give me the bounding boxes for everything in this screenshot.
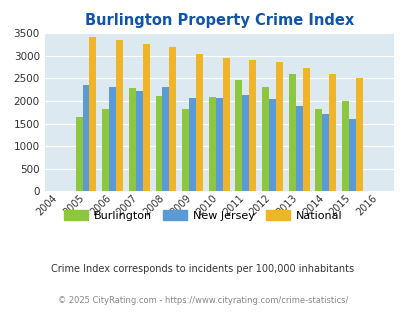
Bar — [262, 87, 269, 191]
Bar — [162, 87, 169, 191]
Bar — [328, 74, 335, 191]
Bar — [341, 101, 348, 191]
Bar — [75, 117, 82, 191]
Bar — [102, 109, 109, 191]
Bar — [136, 91, 143, 191]
Bar — [235, 80, 242, 191]
Bar — [269, 99, 275, 191]
Bar — [128, 88, 136, 191]
Bar — [322, 114, 328, 191]
Bar — [302, 68, 309, 191]
Legend: Burlington, New Jersey, National: Burlington, New Jersey, National — [59, 206, 346, 225]
Bar — [295, 106, 302, 191]
Bar — [196, 54, 202, 191]
Bar — [355, 78, 362, 191]
Bar — [89, 37, 96, 191]
Bar — [249, 60, 256, 191]
Bar — [348, 119, 355, 191]
Bar — [189, 98, 196, 191]
Bar — [315, 109, 322, 191]
Bar — [288, 74, 295, 191]
Bar — [215, 98, 222, 191]
Bar — [169, 47, 176, 191]
Bar — [275, 62, 282, 191]
Bar — [182, 110, 189, 191]
Bar — [242, 95, 249, 191]
Bar — [155, 96, 162, 191]
Bar — [208, 97, 215, 191]
Bar — [109, 87, 116, 191]
Text: Crime Index corresponds to incidents per 100,000 inhabitants: Crime Index corresponds to incidents per… — [51, 264, 354, 274]
Bar — [143, 44, 149, 191]
Bar — [222, 58, 229, 191]
Bar — [82, 84, 89, 191]
Bar — [116, 40, 123, 191]
Title: Burlington Property Crime Index: Burlington Property Crime Index — [84, 13, 353, 28]
Text: © 2025 CityRating.com - https://www.cityrating.com/crime-statistics/: © 2025 CityRating.com - https://www.city… — [58, 296, 347, 305]
